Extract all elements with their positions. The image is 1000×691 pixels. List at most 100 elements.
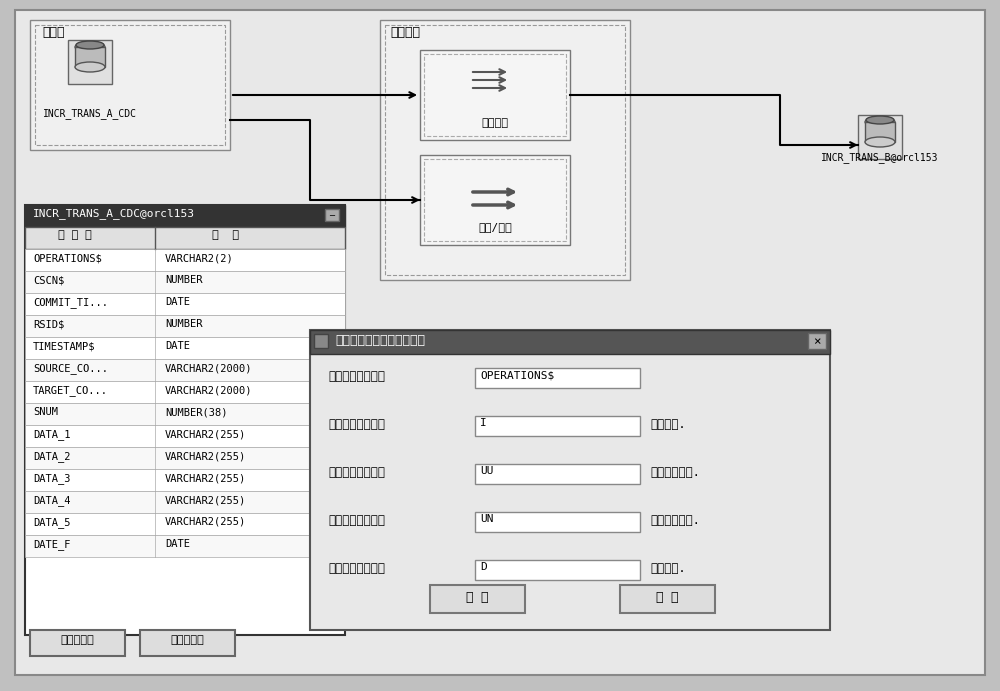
Text: NUMBER(38): NUMBER(38): [165, 407, 228, 417]
Bar: [25, 227, 345, 249]
Text: INCR_TRANS_A_CDC: INCR_TRANS_A_CDC: [43, 108, 137, 119]
Bar: [385, 25, 625, 275]
Text: VARCHAR2(255): VARCHAR2(255): [165, 473, 246, 483]
Text: 如果该标志位是：: 如果该标志位是：: [328, 466, 385, 479]
Text: OPERATIONS$: OPERATIONS$: [33, 253, 102, 263]
Text: DATE_F: DATE_F: [33, 539, 70, 550]
Bar: [25, 271, 345, 293]
Text: UN: UN: [480, 514, 494, 524]
Text: 保 存: 保 存: [466, 591, 488, 604]
Ellipse shape: [865, 137, 895, 147]
Bar: [25, 513, 345, 535]
Text: DATA_2: DATA_2: [33, 451, 70, 462]
Bar: [858, 115, 902, 159]
Text: 表示修改新值.: 表示修改新值.: [650, 514, 700, 527]
Bar: [30, 630, 125, 656]
Text: 如果该标志位是：: 如果该标志位是：: [328, 418, 385, 431]
Text: D: D: [480, 562, 487, 572]
Bar: [865, 122, 895, 142]
Bar: [25, 205, 345, 635]
Text: VARCHAR2(2000): VARCHAR2(2000): [165, 385, 252, 395]
Text: DATA_1: DATA_1: [33, 429, 70, 440]
Bar: [25, 403, 345, 425]
Bar: [25, 315, 345, 337]
Text: 表示插入.: 表示插入.: [650, 418, 686, 431]
Text: NUMBER: NUMBER: [165, 275, 202, 285]
Ellipse shape: [866, 116, 894, 124]
Text: ×: ×: [813, 335, 821, 348]
Bar: [424, 159, 566, 241]
Text: DATE: DATE: [165, 297, 190, 307]
Bar: [68, 40, 112, 84]
Bar: [314, 334, 328, 348]
Bar: [380, 20, 630, 280]
Text: 增量监控器标志位信息配置: 增量监控器标志位信息配置: [335, 334, 425, 347]
Text: UU: UU: [480, 466, 494, 476]
Bar: [420, 155, 570, 245]
Bar: [25, 491, 345, 513]
Text: 退 出: 退 出: [656, 591, 678, 604]
Text: VARCHAR2(2000): VARCHAR2(2000): [165, 363, 252, 373]
Bar: [475, 512, 640, 532]
Text: 表示修改旧值.: 表示修改旧值.: [650, 466, 700, 479]
Text: VARCHAR2(2): VARCHAR2(2): [165, 253, 234, 263]
Bar: [35, 25, 225, 145]
Ellipse shape: [76, 41, 104, 49]
Bar: [475, 464, 640, 484]
Bar: [25, 205, 345, 227]
Text: 类  型: 类 型: [212, 230, 239, 240]
Text: NUMBER: NUMBER: [165, 319, 202, 329]
Bar: [310, 330, 830, 354]
Bar: [420, 50, 570, 140]
Text: SNUM: SNUM: [33, 407, 58, 417]
Text: 如果该标志位是：: 如果该标志位是：: [328, 514, 385, 527]
Bar: [25, 381, 345, 403]
Text: 如果该标志位是：: 如果该标志位是：: [328, 562, 385, 575]
Text: ─: ─: [330, 210, 334, 219]
Text: 数据源: 数据源: [42, 26, 64, 39]
Text: DATE: DATE: [165, 341, 190, 351]
Text: VARCHAR2(255): VARCHAR2(255): [165, 429, 246, 439]
Bar: [25, 293, 345, 315]
Text: I: I: [480, 418, 487, 428]
Text: 数据加工: 数据加工: [390, 26, 420, 39]
Ellipse shape: [865, 117, 895, 127]
Text: VARCHAR2(255): VARCHAR2(255): [165, 517, 246, 527]
Text: 变化监控器: 变化监控器: [60, 635, 94, 645]
Text: TARGET_CO...: TARGET_CO...: [33, 385, 108, 396]
Text: 转换/逻辑: 转换/逻辑: [478, 222, 512, 232]
Bar: [430, 585, 525, 613]
Text: RSID$: RSID$: [33, 319, 64, 329]
Bar: [25, 337, 345, 359]
Text: TIMESTAMP$: TIMESTAMP$: [33, 341, 96, 351]
Bar: [75, 47, 105, 67]
Bar: [30, 20, 230, 150]
Bar: [808, 333, 826, 349]
Text: DATE: DATE: [165, 539, 190, 549]
Bar: [620, 585, 715, 613]
Bar: [140, 630, 235, 656]
Text: DATA_5: DATA_5: [33, 517, 70, 528]
Text: 选择字段: 选择字段: [482, 118, 509, 128]
Bar: [475, 368, 640, 388]
Text: VARCHAR2(255): VARCHAR2(255): [165, 451, 246, 461]
Bar: [25, 535, 345, 557]
Text: DATA_4: DATA_4: [33, 495, 70, 506]
Text: 标志位字段名称：: 标志位字段名称：: [328, 370, 385, 383]
Bar: [25, 359, 345, 381]
Text: 表示删除.: 表示删除.: [650, 562, 686, 575]
Bar: [310, 330, 830, 630]
Text: DATA_3: DATA_3: [33, 473, 70, 484]
Bar: [475, 416, 640, 436]
Bar: [25, 425, 345, 447]
Text: 字 段 名: 字 段 名: [58, 230, 92, 240]
Bar: [25, 469, 345, 491]
Text: OPERATIONS$: OPERATIONS$: [480, 370, 554, 380]
Ellipse shape: [75, 62, 105, 72]
Bar: [424, 54, 566, 136]
Text: INCR_TRANS_B@orcl153: INCR_TRANS_B@orcl153: [821, 152, 939, 163]
Text: INCR_TRANS_A_CDC@orcl153: INCR_TRANS_A_CDC@orcl153: [33, 208, 195, 219]
Bar: [25, 447, 345, 469]
Bar: [25, 249, 345, 271]
Text: CSCN$: CSCN$: [33, 275, 64, 285]
